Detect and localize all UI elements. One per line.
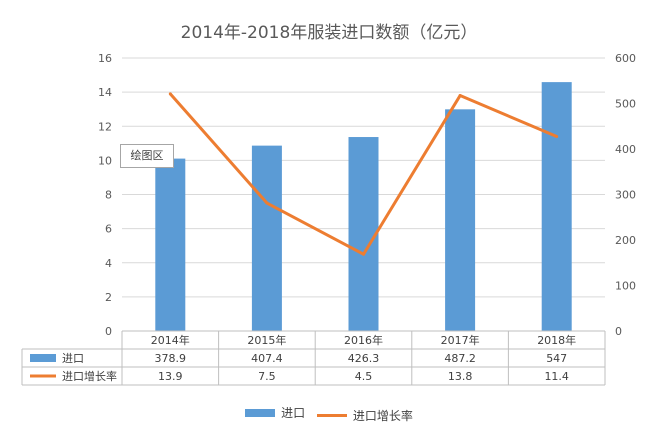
bar xyxy=(445,109,476,331)
x-tick-label: 2014年 xyxy=(151,333,190,347)
table-row-label: 进口增长率 xyxy=(62,369,117,383)
left-axis-tick-label: 6 xyxy=(105,223,112,236)
left-axis-tick-label: 2 xyxy=(105,291,112,304)
x-tick-label: 2016年 xyxy=(344,333,383,347)
left-axis: 0 2 4 6 8 10 12 14 16 xyxy=(98,52,112,338)
table-cell: 7.5 xyxy=(258,370,276,383)
right-axis-tick-label: 400 xyxy=(615,143,636,156)
table-key-bar xyxy=(30,354,56,362)
table-cell: 378.9 xyxy=(155,352,187,365)
table-cell: 11.4 xyxy=(544,370,569,383)
bar xyxy=(251,145,282,331)
bar-series xyxy=(155,82,572,332)
left-axis-tick-label: 16 xyxy=(98,52,112,65)
line-point xyxy=(265,201,269,205)
chart-title: 2014年-2018年服装进口数额（亿元） xyxy=(180,23,478,43)
left-axis-tick-label: 14 xyxy=(98,86,112,99)
bar xyxy=(348,137,379,331)
right-axis-tick-label: 600 xyxy=(615,52,636,65)
line-series xyxy=(168,92,559,256)
table-cell: 547 xyxy=(546,352,567,365)
bar xyxy=(541,82,572,332)
x-tick-label: 2018年 xyxy=(537,333,576,347)
table-cell: 407.4 xyxy=(251,352,283,365)
right-axis-tick-label: 500 xyxy=(615,98,636,111)
line-point xyxy=(168,92,172,96)
legend-label: 进口增长率 xyxy=(352,408,413,423)
right-axis-tick-label: 0 xyxy=(615,325,622,338)
table-cell: 13.9 xyxy=(158,370,183,383)
table-cell: 13.8 xyxy=(448,370,473,383)
left-axis-tick-label: 8 xyxy=(105,189,112,202)
legend-item-import[interactable]: 进口 xyxy=(245,404,305,421)
bar xyxy=(155,158,186,331)
right-axis-tick-label: 100 xyxy=(615,280,636,293)
right-axis: 0 100 200 300 400 500 600 xyxy=(615,52,636,338)
plot-area-tooltip: 绘图区 xyxy=(120,144,174,168)
left-axis-tick-label: 4 xyxy=(105,257,112,270)
right-axis-tick-label: 200 xyxy=(615,234,636,247)
legend-swatch-line xyxy=(316,413,347,417)
left-axis-tick-label: 10 xyxy=(98,154,112,167)
line-point xyxy=(362,252,365,256)
legend-label: 进口 xyxy=(281,406,306,420)
line-point xyxy=(458,94,462,98)
table-cell: 426.3 xyxy=(348,352,380,365)
left-axis-tick-label: 0 xyxy=(105,325,112,338)
x-tick-label: 2017年 xyxy=(441,333,480,347)
line-point xyxy=(555,134,559,138)
table-row-label: 进口 xyxy=(62,352,84,365)
x-tick-label: 2015年 xyxy=(247,333,286,347)
right-axis-tick-label: 300 xyxy=(615,189,636,202)
left-axis-tick-label: 12 xyxy=(98,120,112,133)
legend: 进口 进口增长率 xyxy=(0,404,658,424)
table-cell: 4.5 xyxy=(355,370,373,383)
table-cell: 487.2 xyxy=(444,352,476,365)
legend-swatch-bar xyxy=(245,408,276,417)
legend-item-growth[interactable]: 进口增长率 xyxy=(316,407,413,424)
